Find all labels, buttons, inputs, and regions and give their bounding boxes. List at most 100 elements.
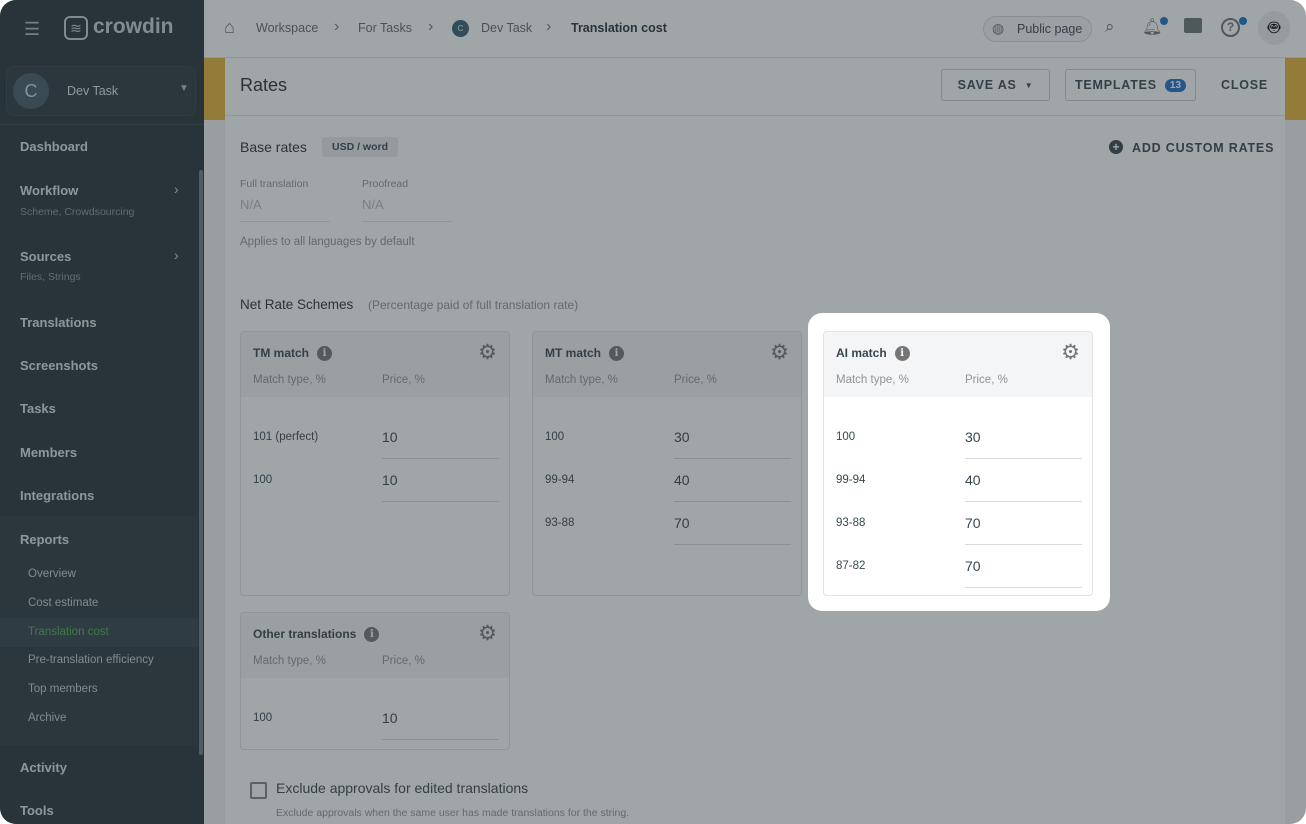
exclude-approvals-checkbox[interactable] [250, 782, 267, 799]
breadcrumb-workspace[interactable]: Workspace [256, 21, 319, 35]
match-type-value: 101 (perfect) [253, 431, 319, 443]
table-row: 93-88 70 [824, 504, 1092, 547]
chevron-right-icon: › [334, 18, 340, 35]
report-cost-estimate[interactable]: Cost estimate [28, 597, 99, 609]
price-input[interactable]: 10 [382, 710, 499, 740]
caret-down-icon: ▼ [1024, 80, 1034, 90]
report-overview[interactable]: Overview [28, 568, 76, 580]
info-icon[interactable]: i [894, 346, 910, 362]
price-input[interactable]: 70 [965, 558, 1082, 588]
gear-icon[interactable]: ⚙ [1061, 341, 1080, 364]
card-title-text: TM match [253, 346, 310, 360]
report-top-members[interactable]: Top members [28, 683, 98, 695]
public-page-button[interactable]: ◍ Public page [983, 16, 1092, 42]
plus-circle-icon: + [1109, 140, 1123, 154]
notification-dot [1160, 17, 1168, 25]
full-translation-input[interactable]: N/A [240, 197, 330, 222]
gear-icon[interactable]: ⚙ [478, 622, 497, 645]
card-title: TM match i [253, 346, 333, 362]
home-icon[interactable]: ⌂ [224, 17, 235, 37]
price-header: Price, % [382, 374, 425, 386]
sidebar-item-activity[interactable]: Activity [20, 760, 67, 775]
match-type-header: Match type, % [836, 374, 909, 386]
sidebar-item-screenshots[interactable]: Screenshots [20, 358, 99, 373]
report-translation-cost[interactable]: Translation cost [28, 626, 109, 638]
user-avatar[interactable]: 🤖︎ [1258, 11, 1290, 45]
templates-button[interactable]: TEMPLATES 13 [1065, 69, 1196, 101]
unit-selector[interactable]: USD / word [322, 137, 399, 157]
breadcrumb-dev-task[interactable]: Dev Task [481, 21, 533, 35]
table-row: 93-88 70 [533, 504, 801, 547]
card-title: Other translations i [253, 627, 380, 643]
project-avatar: C [13, 73, 49, 109]
sidebar-item-sources[interactable]: Sources [20, 249, 72, 264]
gear-icon[interactable]: ⚙ [478, 341, 497, 364]
sidebar-item-workflow[interactable]: Workflow [20, 183, 79, 198]
active-item-bg [0, 618, 198, 647]
globe-icon: ◍ [992, 20, 1005, 36]
match-type-value: 93-88 [545, 517, 575, 529]
sidebar-item-workflow-sub: Scheme, Crowdsourcing [20, 206, 135, 218]
ai-match-card: AI match i ⚙ Match type, % Price, % 100 3… [823, 331, 1093, 596]
card-header: TM match i ⚙ Match type, % Price, % [241, 332, 509, 397]
save-as-button[interactable]: SAVE AS ▼ [941, 69, 1050, 101]
search-icon[interactable]: ⌕ [1105, 17, 1115, 36]
chevron-right-icon: › [546, 18, 552, 35]
caret-down-icon: ▼ [179, 83, 189, 94]
sidebar-item-translations[interactable]: Translations [20, 315, 97, 330]
match-type-header: Match type, % [545, 374, 618, 386]
net-rate-schemes-subtitle: (Percentage paid of full translation rat… [368, 298, 579, 312]
card-title: MT match i [545, 346, 625, 362]
project-selector[interactable]: C Dev Task ▼ [6, 66, 196, 116]
divider [0, 124, 204, 125]
card-header: AI match i ⚙ Match type, % Price, % [824, 332, 1092, 397]
page-title: Rates [240, 75, 288, 95]
chevron-right-icon: › [174, 181, 179, 197]
menu-icon[interactable]: ☰ [24, 19, 41, 39]
info-icon[interactable]: i [609, 346, 625, 362]
match-type-value: 99-94 [836, 474, 866, 486]
price-input[interactable]: 40 [965, 472, 1082, 502]
price-header: Price, % [674, 374, 717, 386]
save-as-label: SAVE AS [957, 78, 1017, 92]
price-input[interactable]: 70 [965, 515, 1082, 545]
other-translations-card: Other translations i ⚙ Match type, % Pric… [240, 612, 510, 750]
close-button[interactable]: CLOSE [1221, 78, 1269, 92]
sidebar-item-integrations[interactable]: Integrations [20, 488, 95, 503]
price-header: Price, % [382, 655, 425, 667]
sidebar-item-dashboard[interactable]: Dashboard [20, 139, 88, 154]
add-custom-rates-button[interactable]: ADD CUSTOM RATES [1132, 141, 1275, 155]
gear-icon[interactable]: ⚙ [770, 341, 789, 364]
exclude-approvals-label[interactable]: Exclude approvals for edited translation… [276, 780, 529, 796]
match-type-value: 100 [545, 431, 565, 443]
sidebar-item-members[interactable]: Members [20, 445, 78, 460]
help-icon[interactable]: ? [1221, 18, 1240, 37]
report-archive[interactable]: Archive [28, 712, 67, 724]
accent-stripe [1285, 58, 1306, 120]
proofread-input[interactable]: N/A [362, 197, 452, 222]
info-icon[interactable]: i [364, 627, 380, 643]
price-input[interactable]: 70 [674, 515, 791, 545]
price-input[interactable]: 30 [674, 429, 791, 459]
bell-icon[interactable]: 🔔︎ [1142, 19, 1163, 36]
breadcrumb-for-tasks[interactable]: For Tasks [358, 21, 412, 35]
price-input[interactable]: 40 [674, 472, 791, 502]
divider [225, 115, 1285, 116]
templates-label: TEMPLATES [1074, 78, 1157, 92]
match-type-value: 100 [253, 474, 273, 486]
sidebar-item-reports[interactable]: Reports [20, 532, 70, 547]
price-input[interactable]: 30 [965, 429, 1082, 459]
sidebar-scrollbar[interactable] [199, 170, 203, 755]
table-row: 101 (perfect) 10 [241, 418, 509, 461]
sidebar-item-tools[interactable]: Tools [20, 803, 54, 818]
proofread-label: Proofread [362, 178, 409, 190]
sidebar-item-tasks[interactable]: Tasks [20, 401, 56, 416]
card-title: AI match i [836, 346, 910, 362]
match-type-header: Match type, % [253, 655, 326, 667]
report-pre-translation-efficiency[interactable]: Pre-translation efficiency [28, 654, 154, 666]
price-input[interactable]: 10 [382, 429, 499, 459]
info-icon[interactable]: i [317, 346, 333, 362]
price-input[interactable]: 10 [382, 472, 499, 502]
chat-icon[interactable] [1184, 18, 1202, 33]
